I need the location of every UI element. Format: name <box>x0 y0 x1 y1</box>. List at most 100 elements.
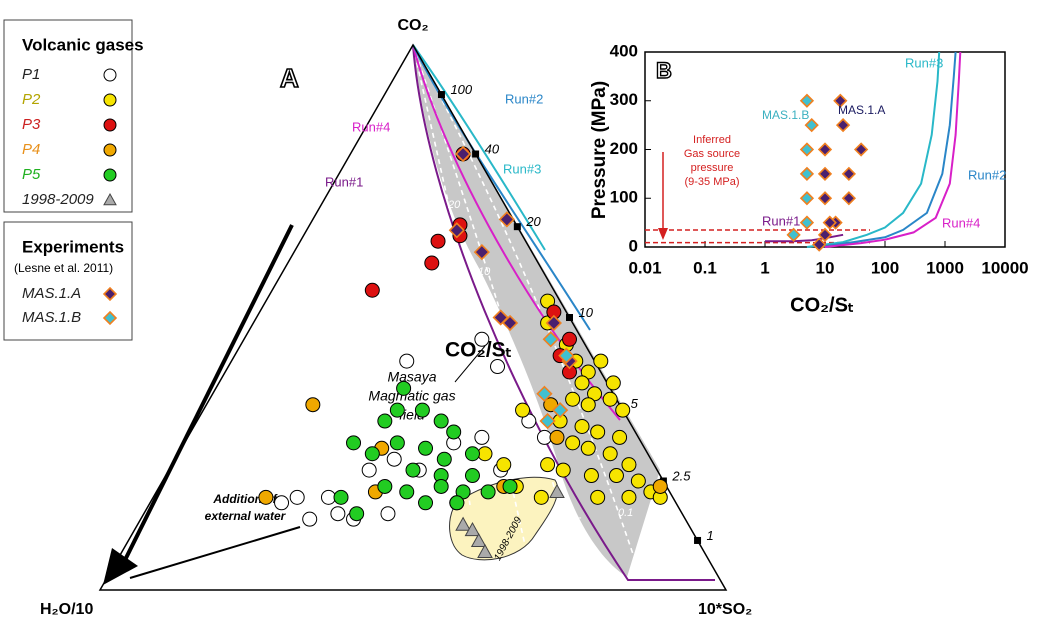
point <box>593 353 609 369</box>
point <box>602 391 618 407</box>
ratio-tick <box>566 314 573 321</box>
point <box>414 402 430 418</box>
point <box>386 451 402 467</box>
run-label: Run#1 <box>762 213 800 228</box>
point <box>320 489 336 505</box>
point <box>258 489 274 505</box>
iso-label: 0.1 <box>618 507 633 519</box>
point <box>333 489 349 505</box>
annotation: MAS.1.A <box>838 103 885 117</box>
point <box>841 191 857 206</box>
arrow <box>123 224 294 561</box>
ratio-tick-label: 10 <box>579 305 594 320</box>
point <box>389 435 405 451</box>
point <box>433 478 449 494</box>
point <box>540 457 556 473</box>
point <box>549 429 565 445</box>
point <box>580 397 596 413</box>
point <box>799 93 815 108</box>
point <box>448 222 465 239</box>
point <box>630 473 646 489</box>
point <box>455 516 471 531</box>
y-axis-label: Pressure (MPa) <box>589 81 610 219</box>
point <box>621 457 637 473</box>
point <box>473 243 490 261</box>
x-tick-label: 10 <box>816 258 835 277</box>
point <box>583 468 599 484</box>
point <box>615 402 631 418</box>
point <box>454 145 472 163</box>
point <box>853 142 869 157</box>
annotation: (9-35 MPa) <box>684 176 739 188</box>
run-curve <box>806 51 941 248</box>
point <box>817 142 833 157</box>
y-tick-label: 200 <box>610 139 638 158</box>
x-tick-label: 1 <box>760 258 769 277</box>
run-label: Run#2 <box>505 91 543 106</box>
iso-label: 5 <box>575 516 582 528</box>
point <box>799 215 815 230</box>
arrow <box>129 526 301 579</box>
point <box>602 446 618 462</box>
point <box>501 314 519 332</box>
point <box>396 380 412 396</box>
legend-note: (Lesne et al. 2011) <box>14 261 113 275</box>
point <box>474 429 490 445</box>
point <box>477 446 493 462</box>
point <box>545 314 562 332</box>
point <box>330 506 346 522</box>
ratio-tick <box>694 536 702 544</box>
legend-marker <box>103 192 117 206</box>
point <box>515 402 531 418</box>
annotation: Gas source <box>684 148 740 160</box>
legend-label: P2 <box>22 91 41 108</box>
run-4-curve <box>412 44 621 421</box>
iso-line <box>412 44 471 506</box>
point <box>799 166 815 182</box>
legend-marker <box>103 118 117 132</box>
panel-title: A <box>280 63 299 93</box>
y-tick-label: 300 <box>610 90 638 109</box>
legend-label: P5 <box>22 166 41 183</box>
point <box>841 166 857 182</box>
point <box>389 402 405 418</box>
point <box>536 429 552 445</box>
point <box>498 211 516 228</box>
point <box>418 495 434 511</box>
run-curves <box>412 44 715 581</box>
x-tick-label: 10000 <box>981 258 1028 277</box>
point <box>817 166 833 182</box>
point <box>605 375 621 391</box>
point <box>812 237 827 252</box>
ratio-tick-label: 2.5 <box>671 468 691 483</box>
point <box>574 419 590 434</box>
point <box>574 375 590 391</box>
x-tick-label: 100 <box>871 258 899 277</box>
point <box>480 484 496 500</box>
point <box>822 215 837 230</box>
vertex-label: CO₂ <box>397 17 428 34</box>
point <box>470 532 487 548</box>
gas-field <box>413 45 660 577</box>
x-tick-label: 0.01 <box>628 258 661 277</box>
point <box>305 397 321 413</box>
legend-label: P3 <box>22 116 41 133</box>
point <box>590 424 606 440</box>
ratio-tick <box>437 91 445 99</box>
run-label: Run#4 <box>942 215 980 230</box>
annotation: Magmatic gas <box>368 388 455 404</box>
point <box>405 462 421 478</box>
point <box>364 282 380 298</box>
x-tick-label: 0.1 <box>693 258 717 277</box>
iso-label: 10 <box>478 266 491 278</box>
annotation: Masaya <box>387 369 436 385</box>
point <box>786 227 801 242</box>
point <box>477 543 493 558</box>
point <box>289 489 305 505</box>
legend-title: Experiments <box>22 237 124 256</box>
annotation: pressure <box>691 162 734 174</box>
legend-label: MAS.1.A <box>22 285 81 302</box>
point <box>551 402 569 419</box>
point <box>430 233 446 249</box>
